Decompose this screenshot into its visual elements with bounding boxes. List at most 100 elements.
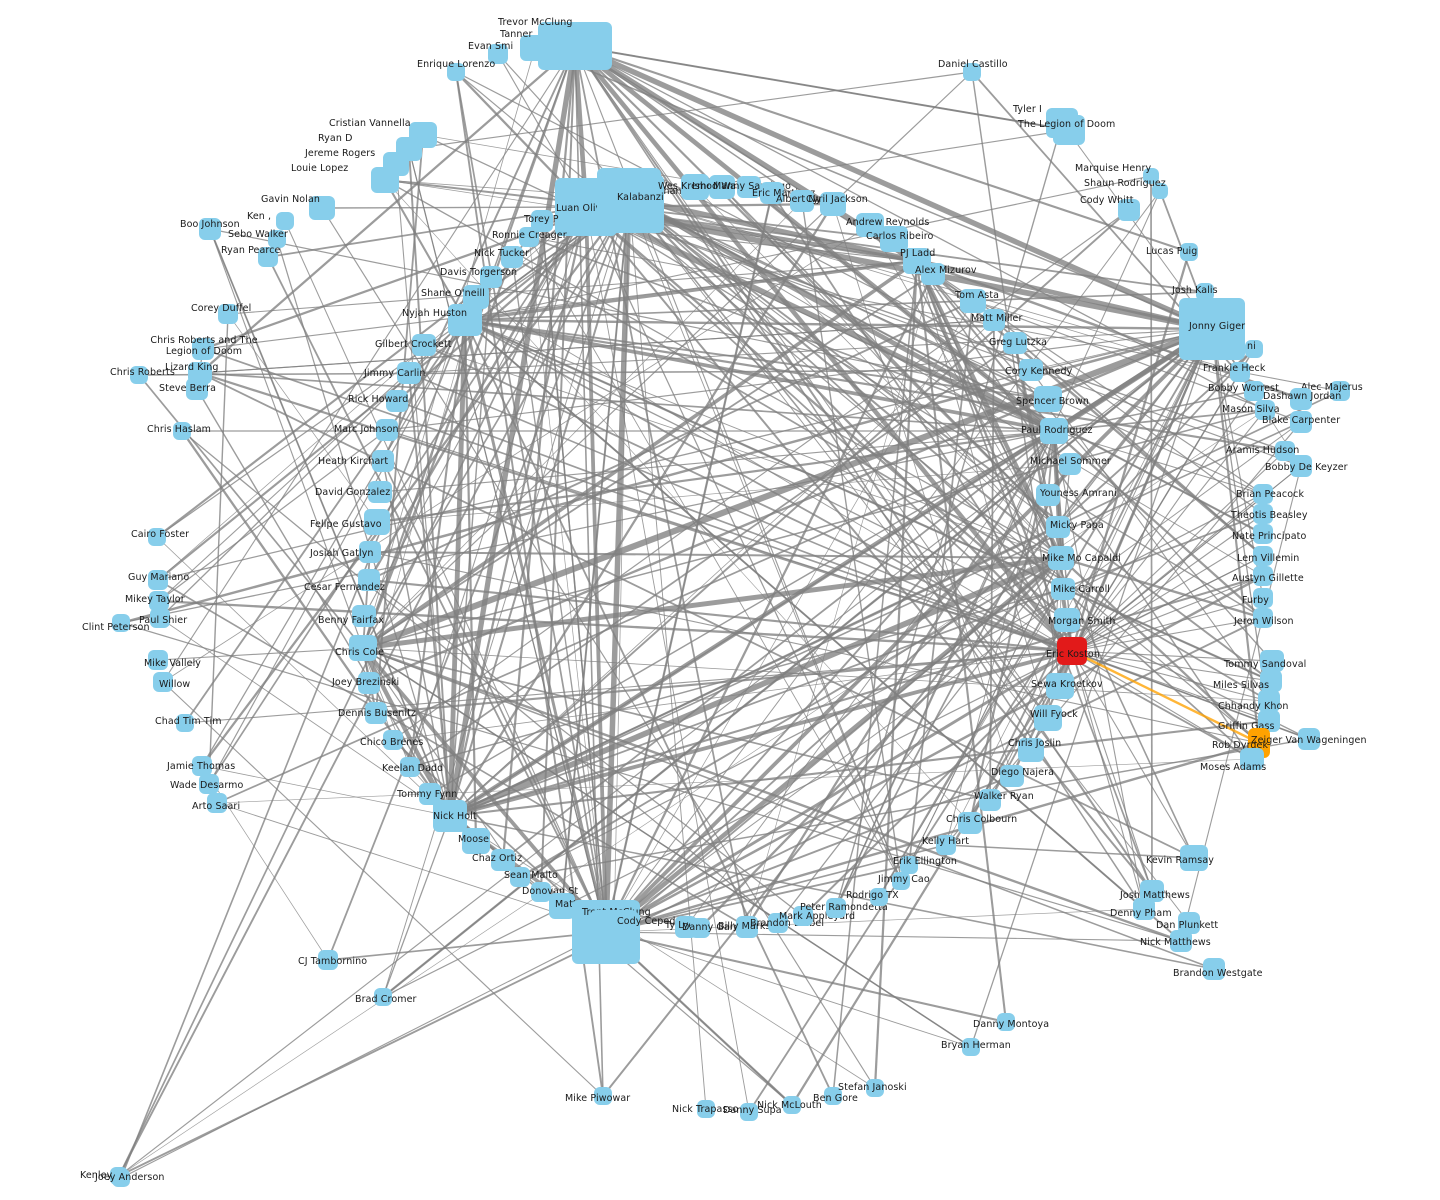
graph-node[interactable] — [538, 22, 612, 70]
graph-node[interactable] — [936, 835, 956, 855]
graph-node[interactable] — [1203, 958, 1225, 980]
graph-node[interactable] — [520, 35, 550, 61]
graph-node[interactable] — [148, 570, 168, 590]
graph-node[interactable] — [359, 541, 381, 563]
graph-node[interactable] — [1170, 930, 1192, 952]
graph-node[interactable] — [1260, 650, 1284, 672]
graph-node[interactable] — [1034, 705, 1062, 731]
graph-node[interactable] — [412, 334, 436, 356]
graph-node[interactable] — [1253, 608, 1273, 628]
graph-node[interactable] — [1118, 199, 1140, 221]
graph-node[interactable] — [364, 509, 390, 535]
graph-node[interactable] — [148, 528, 166, 546]
graph-node[interactable] — [1140, 880, 1164, 902]
graph-node[interactable] — [736, 916, 758, 938]
graph-node[interactable] — [1253, 546, 1273, 566]
graph-node[interactable] — [531, 210, 553, 232]
graph-node[interactable] — [309, 196, 335, 220]
graph-node[interactable] — [870, 888, 888, 906]
graph-node[interactable] — [462, 828, 490, 854]
graph-node[interactable] — [958, 812, 982, 834]
graph-node[interactable] — [760, 182, 784, 204]
graph-node[interactable] — [376, 419, 398, 441]
graph-node[interactable] — [1245, 340, 1263, 358]
graph-node[interactable] — [1260, 670, 1282, 692]
graph-node[interactable] — [790, 190, 814, 212]
graph-node[interactable] — [400, 757, 420, 777]
graph-node[interactable] — [148, 650, 168, 670]
graph-node[interactable] — [826, 898, 846, 918]
graph-node[interactable] — [1003, 332, 1027, 354]
graph-node[interactable] — [173, 422, 191, 440]
graph-node[interactable] — [368, 481, 392, 503]
graph-node[interactable] — [491, 849, 515, 871]
graph-node[interactable] — [1000, 765, 1024, 787]
graph-node[interactable] — [176, 714, 194, 732]
graph-node[interactable] — [374, 988, 392, 1006]
graph-node[interactable] — [1180, 845, 1208, 871]
graph-node[interactable] — [768, 913, 788, 933]
graph-node[interactable] — [1019, 359, 1043, 381]
graph-node[interactable] — [207, 793, 227, 813]
graph-node[interactable] — [372, 450, 394, 472]
graph-node[interactable] — [1230, 362, 1250, 382]
graph-node[interactable] — [1290, 455, 1312, 477]
graph-node[interactable] — [448, 304, 482, 336]
graph-node[interactable] — [783, 1096, 801, 1114]
graph-node[interactable] — [979, 789, 1001, 811]
graph-node[interactable] — [519, 227, 539, 247]
graph-node[interactable] — [1018, 738, 1044, 762]
graph-node[interactable] — [997, 1013, 1015, 1031]
graph-node[interactable] — [793, 906, 813, 926]
graph-node[interactable] — [1178, 912, 1200, 934]
graph-node[interactable] — [192, 338, 214, 360]
graph-node[interactable] — [1046, 516, 1070, 538]
graph-node[interactable] — [866, 1079, 884, 1097]
graph-node[interactable] — [1179, 298, 1245, 360]
graph-node[interactable] — [1244, 381, 1264, 401]
graph-node[interactable] — [192, 756, 212, 776]
graph-node[interactable] — [900, 856, 918, 874]
graph-node[interactable] — [983, 309, 1005, 331]
graph-node[interactable] — [419, 783, 441, 805]
graph-node[interactable] — [690, 918, 710, 938]
graph-node[interactable] — [1040, 418, 1068, 444]
graph-node[interactable] — [510, 867, 530, 887]
graph-node[interactable] — [397, 362, 421, 384]
graph-node[interactable] — [199, 218, 221, 240]
graph-node[interactable] — [268, 230, 286, 248]
graph-node[interactable] — [218, 304, 238, 324]
graph-node[interactable] — [824, 1087, 842, 1105]
graph-node[interactable] — [737, 176, 761, 198]
graph-node[interactable] — [549, 893, 575, 919]
graph-node[interactable] — [371, 167, 399, 193]
graph-node[interactable] — [1152, 183, 1168, 199]
graph-node[interactable] — [1290, 388, 1312, 410]
graph-node[interactable] — [153, 672, 173, 692]
graph-node[interactable] — [1330, 381, 1350, 401]
graph-node[interactable] — [697, 1100, 715, 1118]
graph-node[interactable] — [1048, 546, 1074, 570]
graph-node[interactable] — [1275, 441, 1295, 461]
graph-node[interactable] — [681, 174, 709, 200]
graph-node[interactable] — [112, 614, 130, 632]
graph-node[interactable] — [1290, 411, 1312, 433]
graph-node[interactable] — [594, 1087, 612, 1105]
graph-node[interactable] — [1258, 690, 1280, 712]
graph-node[interactable] — [1051, 578, 1075, 600]
graph-node[interactable] — [358, 672, 380, 694]
graph-node[interactable] — [149, 591, 169, 611]
graph-node[interactable] — [1253, 484, 1273, 504]
graph-node[interactable] — [447, 63, 465, 81]
graph-node[interactable] — [1253, 504, 1273, 524]
graph-node[interactable] — [488, 44, 508, 64]
graph-node[interactable] — [1143, 168, 1159, 184]
graph-node[interactable] — [892, 872, 910, 890]
graph-node[interactable] — [590, 910, 638, 954]
graph-node[interactable] — [1133, 898, 1155, 920]
graph-node[interactable] — [433, 800, 467, 832]
graph-node[interactable] — [1253, 566, 1273, 586]
graph-node[interactable] — [1253, 524, 1273, 544]
graph-node[interactable] — [602, 175, 664, 233]
